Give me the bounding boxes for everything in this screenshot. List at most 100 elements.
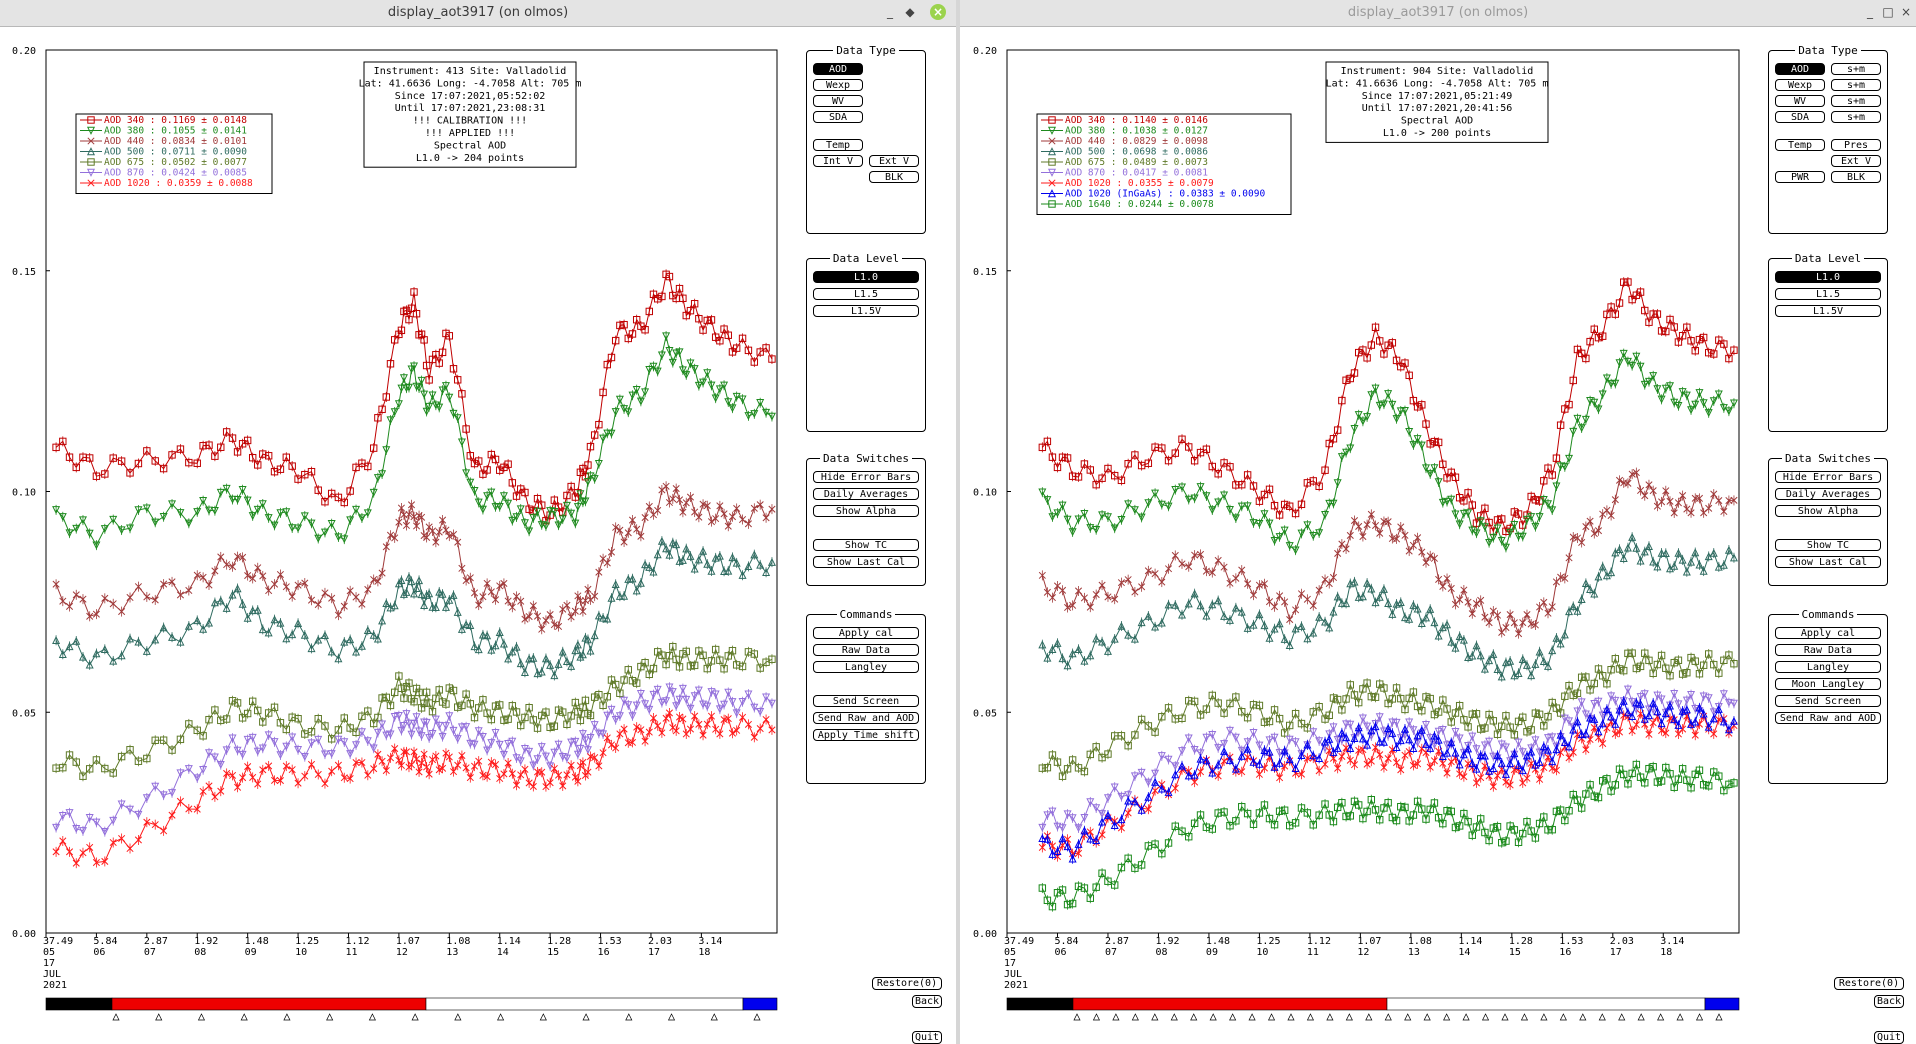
data-point: [1540, 722, 1548, 730]
hide-error-bars-button[interactable]: Hide Error Bars: [813, 471, 919, 483]
data-point: [1069, 850, 1077, 858]
legend-marker: [1048, 158, 1056, 166]
data-point: [1321, 760, 1329, 768]
int-v-button[interactable]: Int V: [813, 155, 863, 167]
data-point: [1388, 339, 1397, 347]
close-button[interactable]: ×: [1900, 5, 1912, 19]
data-point: [529, 716, 538, 724]
data-point: [1329, 573, 1338, 582]
data-point: [134, 506, 143, 515]
show-alpha-button[interactable]: Show Alpha: [813, 505, 919, 517]
data-point: [100, 525, 109, 534]
legend-entry: AOD 440 : 0.0829 ± 0.0098: [1065, 136, 1208, 147]
data-point: [1544, 826, 1552, 834]
minimize-button[interactable]: _: [887, 5, 893, 19]
data-point: [1196, 601, 1205, 610]
x-tick-day: 16: [1559, 947, 1571, 958]
data-point: [611, 336, 620, 345]
data-point: [407, 577, 416, 586]
blk-button[interactable]: BLK: [869, 171, 919, 183]
close-button[interactable]: ×: [930, 4, 946, 20]
data-point: [1043, 811, 1052, 820]
minimize-button[interactable]: _: [1867, 5, 1873, 19]
data-point: [159, 623, 168, 632]
data-point: [1409, 761, 1417, 769]
data-point: [1185, 697, 1193, 705]
raw-data-button[interactable]: Raw Data: [813, 644, 919, 656]
window-titlebar[interactable]: display_aot3917 (on olmos) _ □ ×: [960, 0, 1916, 27]
data-point: [1472, 823, 1481, 831]
restore-0--button[interactable]: Restore(0): [872, 977, 942, 990]
data-point: [217, 716, 225, 725]
send-raw-and-aod-button[interactable]: Send Raw and AOD: [813, 712, 919, 724]
quit-button[interactable]: Quit: [912, 1031, 942, 1044]
data-point: [1434, 727, 1443, 736]
data-point: [1464, 723, 1472, 731]
data-point: [243, 496, 252, 505]
data-point: [653, 367, 662, 376]
data-point: [276, 751, 285, 760]
data-point: [1103, 646, 1112, 655]
langley-button[interactable]: Langley: [813, 661, 919, 673]
data-point: [487, 588, 495, 596]
window-titlebar[interactable]: display_aot3917 (on olmos) _ ◆ ×: [0, 0, 956, 27]
data-point: [558, 515, 567, 524]
x-tick-label: 1.53: [1559, 936, 1583, 947]
data-point: [390, 408, 399, 417]
data-point: [628, 516, 637, 524]
maximize-button[interactable]: □: [1882, 5, 1894, 19]
maximize-button[interactable]: ◆: [905, 5, 915, 19]
data-point: [1249, 820, 1258, 828]
send-screen-button[interactable]: Send Screen: [813, 695, 919, 707]
data-point: [1393, 759, 1401, 767]
data-point: [1645, 318, 1653, 326]
wexp-button[interactable]: Wexp: [813, 79, 863, 91]
temp-button[interactable]: Temp: [813, 139, 863, 151]
time-status-bar[interactable]: [45, 997, 113, 1011]
data-point: [1699, 566, 1708, 575]
data-point: [504, 654, 513, 663]
sda-button[interactable]: SDA: [813, 111, 863, 123]
flag-marker: [283, 1013, 291, 1021]
time-status-bar[interactable]: [111, 997, 427, 1011]
show-last-cal-button[interactable]: Show Last Cal: [813, 556, 919, 568]
aod-button[interactable]: AOD: [813, 63, 863, 75]
l1-5-button[interactable]: L1.5: [813, 288, 919, 300]
data-point: [65, 529, 74, 538]
data-point: [1615, 476, 1624, 484]
data-point: [1038, 443, 1047, 452]
data-point: [65, 642, 74, 651]
data-point: [1158, 849, 1166, 858]
data-point: [1291, 819, 1300, 827]
wv-button[interactable]: WV: [813, 95, 863, 107]
apply-cal-button[interactable]: Apply cal: [813, 627, 919, 639]
data-point: [205, 715, 213, 724]
data-point: [1598, 719, 1607, 728]
plot-area[interactable]: [45, 49, 778, 934]
data-point: [716, 337, 724, 345]
data-point: [1615, 728, 1624, 736]
data-point: [1620, 770, 1628, 779]
time-status-bar[interactable]: [742, 997, 778, 1011]
l1-0-button[interactable]: L1.0: [813, 271, 919, 283]
ext-v-button[interactable]: Ext V: [869, 155, 919, 167]
data-point: [1460, 497, 1468, 505]
data-point: [603, 711, 612, 720]
daily-averages-button[interactable]: Daily Averages: [813, 488, 919, 500]
data-point: [1117, 732, 1126, 740]
data-point: [1063, 810, 1072, 819]
data-point: [1157, 500, 1166, 509]
data-point: [238, 486, 247, 495]
data-point: [1682, 696, 1691, 705]
show-tc-button[interactable]: Show TC: [813, 539, 919, 551]
data-point: [254, 564, 262, 572]
data-point: [1396, 407, 1405, 416]
data-point: [216, 488, 225, 497]
data-point: [620, 696, 629, 705]
data-point: [1705, 782, 1713, 790]
data-point: [1640, 714, 1649, 723]
apply-time-shift-button[interactable]: Apply Time shift: [813, 729, 919, 741]
time-status-bar[interactable]: [425, 997, 744, 1011]
back-button[interactable]: Back: [912, 995, 942, 1008]
l1-5v-button[interactable]: L1.5V: [813, 305, 919, 317]
